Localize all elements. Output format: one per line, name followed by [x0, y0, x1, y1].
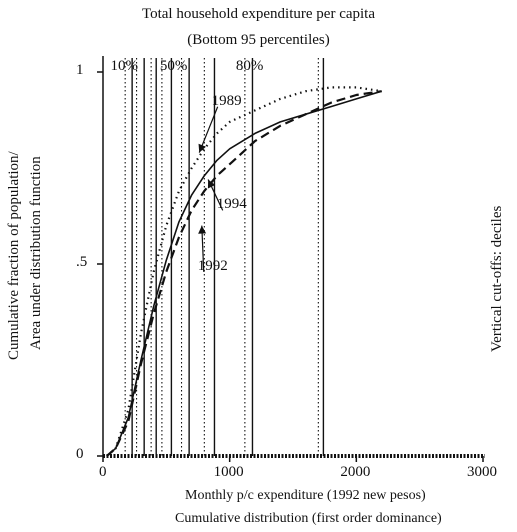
chart-subtitle: (Bottom 95 percentiles) [187, 32, 330, 48]
curve-label-1992: 1992 [197, 257, 228, 274]
x-tick-label: 3000 [467, 464, 497, 480]
right-axis-label: Vertical cut-offs: deciles [489, 205, 505, 352]
decile-label: 10% [110, 58, 139, 74]
x-tick-label: 1000 [213, 464, 244, 480]
curve-label-arrowhead [198, 225, 207, 234]
axes [102, 56, 485, 458]
curve-label-1989: 1989 [211, 92, 242, 109]
curve-label-arrowhead [198, 143, 206, 153]
series-line-1992 [106, 90, 382, 457]
series-line-1989 [106, 86, 382, 457]
curve-label-arrows [198, 106, 224, 272]
x-tick-label: 0 [99, 464, 107, 480]
decile-label: 50% [159, 58, 188, 74]
y-tick-label: .5 [76, 254, 88, 270]
series-line-1994 [106, 90, 382, 457]
x-tick-label: 2000 [340, 464, 371, 480]
axis-ticks [97, 71, 484, 462]
y-axis-label-line2: Area under distribution function [28, 156, 44, 350]
curve-label-arrow [198, 106, 219, 153]
x-axis-label: Monthly p/c expenditure (1992 new pesos) [185, 488, 426, 503]
series-lines [106, 86, 382, 457]
chart-title: Total household expenditure per capita [141, 6, 376, 22]
decile-cutoff-lines [124, 58, 325, 456]
x-axis-label-secondary: Cumulative distribution (first order dom… [175, 511, 442, 526]
y-tick-label: 1 [76, 62, 84, 78]
y-axis-label-line1: Cumulative fraction of population/ [6, 151, 22, 360]
y-tick-label: 0 [76, 446, 84, 462]
curve-label-1994: 1994 [216, 196, 247, 213]
decile-label: 80% [235, 58, 264, 74]
curve-label-arrowhead [207, 179, 216, 189]
